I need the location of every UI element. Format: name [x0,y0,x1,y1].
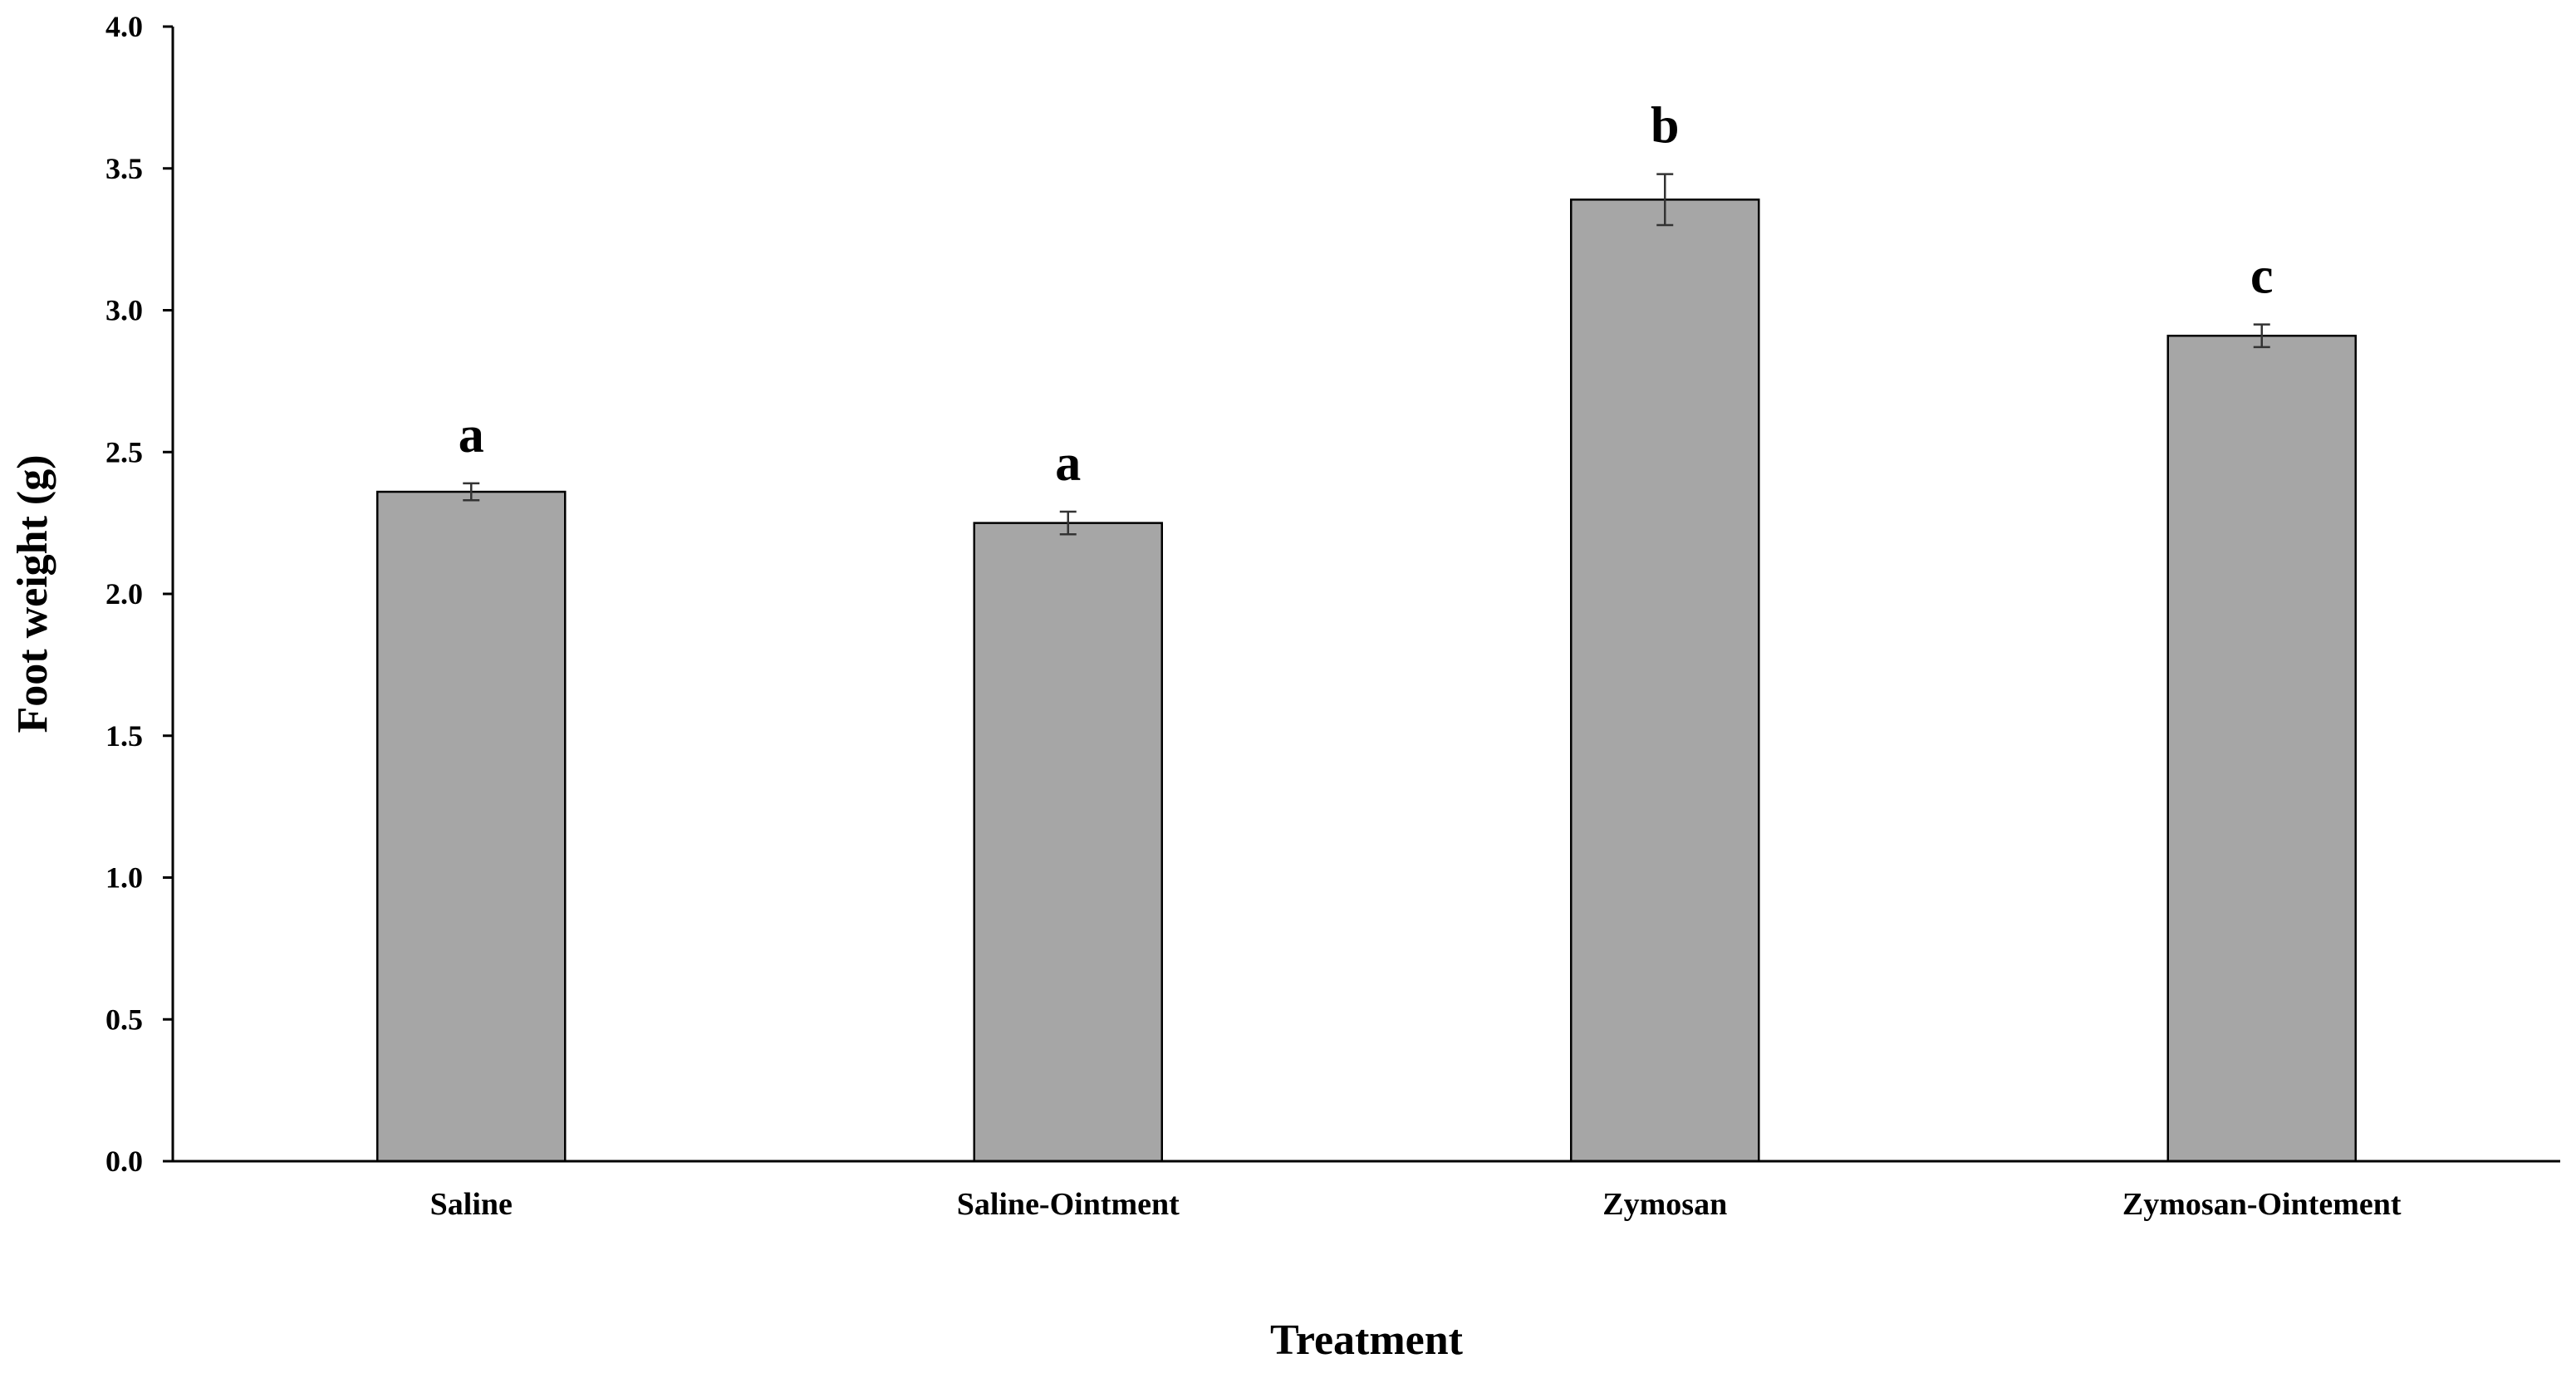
y-tick-label-5: 2.5 [105,435,143,468]
x-category-label-2: Zymosan [1602,1187,1727,1222]
axes-layer [163,25,2560,1163]
y-tick-label-2: 1.0 [105,861,143,895]
x-category-label-1: Saline-Ointment [957,1187,1180,1222]
y-tick-label-3: 1.5 [105,719,143,753]
y-tick-label-7: 3.5 [105,152,143,185]
y-tick-labels-layer: 0.0 0.5 1.0 1.5 2.0 2.5 3.0 3.5 4.0 [105,10,143,1178]
y-tick-label-4: 2.0 [105,577,143,611]
bar-2 [1570,199,1760,1163]
significance-label-1: a [1055,435,1081,492]
significance-labels-layer: a a b c [459,98,2274,492]
x-axis-title: Treatment [1270,1317,1464,1364]
x-category-labels-layer: Saline Saline-Ointment Zymosan Zymosan-Oint… [430,1187,2402,1222]
y-tick-label-8: 4.0 [105,10,143,43]
x-category-label-0: Saline [430,1187,513,1222]
bars-layer [376,199,2357,1163]
x-category-label-3: Zymosan-Ointement [2122,1187,2402,1222]
y-tick-label-0: 0.0 [105,1145,143,1178]
bar-1 [973,522,1163,1163]
significance-label-3: c [2250,248,2274,305]
bar-3 [2166,334,2357,1163]
error-bars-layer [463,173,2270,536]
y-axis-title: Foot weight (g) [9,454,56,733]
significance-label-2: b [1651,98,1679,154]
y-tick-label-6: 3.0 [105,294,143,327]
bar-0 [376,490,567,1163]
significance-label-0: a [459,407,484,463]
y-tick-label-1: 0.5 [105,1003,143,1036]
